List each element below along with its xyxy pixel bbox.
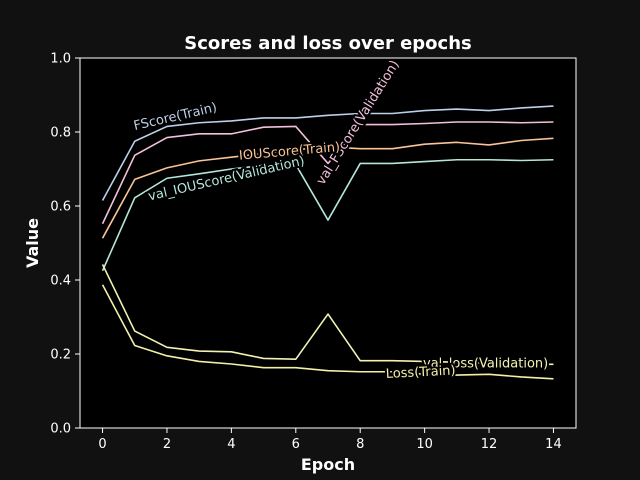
x-tick-label: 14 [545,437,562,452]
series-lines [101,105,554,380]
x-tick-label: 4 [227,437,235,452]
series-line-val-iouscore-validation [101,158,554,272]
y-tick-label: 0.6 [50,200,71,215]
x-tick-label: 0 [98,437,106,452]
series-label-val-loss-validation: val_loss(Validation) [423,357,548,372]
x-tick-label: 10 [416,437,433,452]
x-axis-title: Epoch [301,455,355,474]
series-line-iouscore-train [101,137,554,239]
y-axis: 0.0 0.2 0.4 0.6 0.8 1.0 [50,52,80,437]
series-line-val-loss-validation [101,264,554,366]
series-line-loss-train [101,284,554,380]
y-tick-label: 0.8 [50,126,71,141]
series-label-background: Loss(Train) [385,363,456,382]
series-line-fscore-train [101,105,554,201]
plot-area [79,57,577,429]
x-tick-label: 8 [356,437,364,452]
y-axis-title: Value [23,218,42,268]
x-tick-label: 12 [481,437,498,452]
y-tick-label: 0.4 [50,274,71,289]
series-label-background: val_loss(Validation) [423,357,548,372]
series-label-loss-train: Loss(Train) [385,363,456,382]
y-tick-label: 0.2 [50,348,71,363]
chart-title: Scores and loss over epochs [184,33,472,54]
x-axis: 0 2 4 6 8 10 12 14 [98,428,562,452]
y-tick-label: 0.0 [50,422,71,437]
x-tick-label: 2 [163,437,171,452]
series-line-val-fscore-validation [101,121,554,225]
y-tick-label: 1.0 [50,52,71,67]
x-tick-label: 6 [292,437,300,452]
